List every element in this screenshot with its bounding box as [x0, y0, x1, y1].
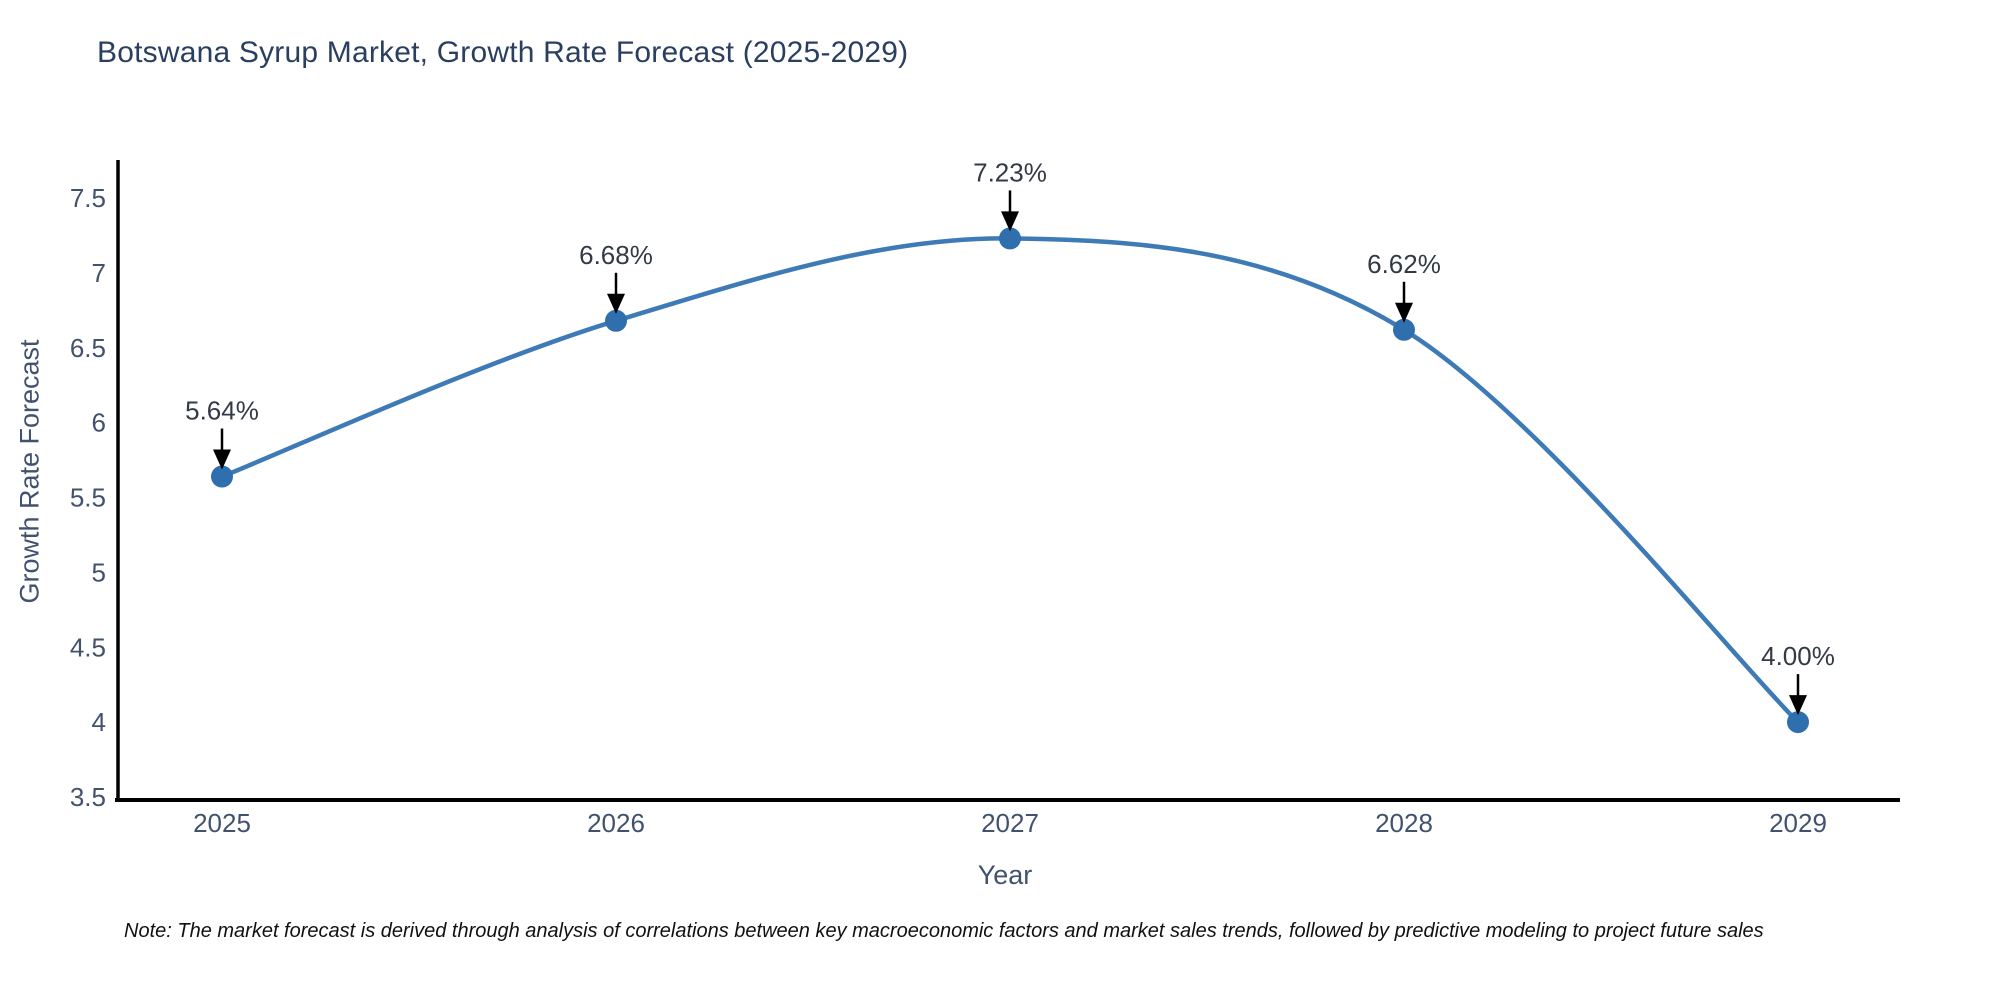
- data-point-marker: [1787, 711, 1809, 734]
- data-point-label: 7.23%: [973, 157, 1047, 187]
- y-tick-label: 7: [92, 258, 106, 288]
- forecast-line: [219, 236, 1801, 725]
- data-point-marker: [605, 309, 627, 332]
- x-tick-label: 2026: [587, 808, 645, 838]
- y-tick-label: 5: [92, 557, 106, 587]
- y-tick-label: 5.5: [70, 483, 106, 513]
- x-tick-label: 2029: [1769, 808, 1827, 838]
- footnote: Note: The market forecast is derived thr…: [124, 920, 1764, 942]
- annotation-arrow-head: [607, 293, 625, 314]
- data-point-label: 4.00%: [1761, 641, 1835, 671]
- y-tick-label: 4.5: [70, 632, 106, 662]
- data-point-marker: [211, 465, 233, 488]
- annotation-arrow-head: [213, 449, 231, 470]
- y-tick-label: 3.5: [70, 782, 106, 812]
- x-tick-label: 2028: [1375, 808, 1433, 838]
- data-point-marker: [999, 227, 1021, 250]
- y-tick-label: 6: [92, 408, 106, 438]
- annotation-arrow-head: [1395, 302, 1413, 323]
- x-axis-title: Year: [977, 860, 1033, 890]
- annotation-arrow-head: [1789, 695, 1807, 716]
- y-tick-label: 7.5: [70, 183, 106, 213]
- data-point-label: 6.68%: [579, 240, 653, 270]
- x-tick-label: 2027: [981, 808, 1039, 838]
- annotation-arrow-head: [1001, 211, 1019, 232]
- y-tick-label: 4: [92, 707, 106, 737]
- chart-title: Botswana Syrup Market, Growth Rate Forec…: [97, 36, 909, 69]
- data-point-label: 5.64%: [185, 396, 259, 426]
- x-tick-label: 2025: [193, 808, 251, 838]
- data-point-label: 6.62%: [1367, 249, 1441, 279]
- y-tick-label: 6.5: [70, 333, 106, 363]
- data-point-marker: [1393, 318, 1415, 341]
